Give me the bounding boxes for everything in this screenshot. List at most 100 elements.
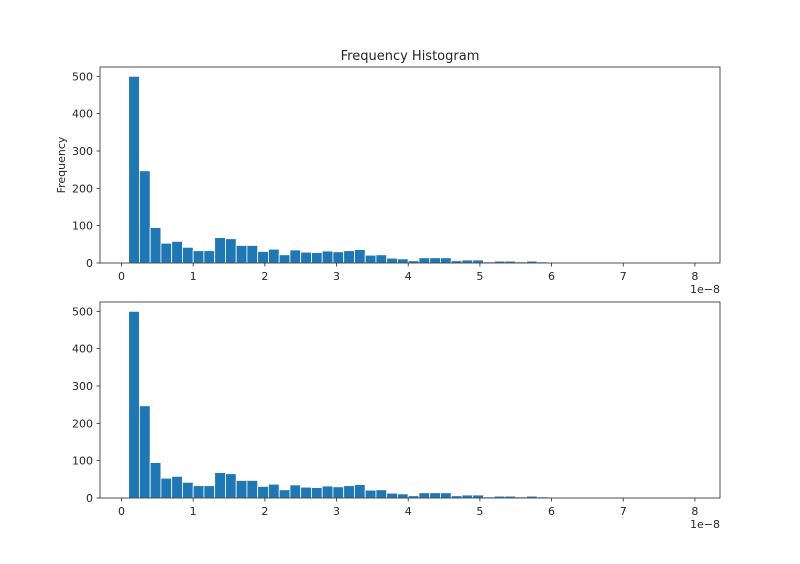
histogram-bar <box>387 493 398 498</box>
histogram-bar <box>430 493 441 498</box>
x-tick-label: 4 <box>405 270 412 283</box>
y-tick-label: 200 <box>72 417 93 430</box>
histogram-bar <box>430 258 441 263</box>
y-tick-label: 500 <box>72 70 93 83</box>
histogram-bar <box>225 474 236 498</box>
histogram-bar <box>462 260 473 263</box>
x-tick-label: 2 <box>261 270 268 283</box>
x-tick-label: 7 <box>620 270 627 283</box>
x-tick-label: 8 <box>691 270 698 283</box>
histogram-bar <box>182 482 193 498</box>
histogram-bar <box>215 473 226 498</box>
x-tick-label: 0 <box>118 505 125 518</box>
histogram-bar <box>290 485 301 498</box>
y-tick-label: 0 <box>86 257 93 270</box>
histogram-bar <box>204 486 215 498</box>
histogram-bar <box>301 252 312 263</box>
y-tick-label: 300 <box>72 380 93 393</box>
histogram-bar <box>322 251 333 263</box>
y-tick-label: 200 <box>72 182 93 195</box>
histogram-bar <box>419 258 430 263</box>
histogram-bar <box>129 76 140 263</box>
histogram-bar <box>172 241 183 263</box>
x-tick-label: 3 <box>333 505 340 518</box>
histogram-bar <box>279 255 290 263</box>
histogram-bar <box>279 490 290 498</box>
histogram-bar <box>193 251 204 263</box>
x-tick-label: 2 <box>261 505 268 518</box>
x-tick-label: 3 <box>333 270 340 283</box>
histogram-bar <box>419 493 430 498</box>
y-tick-label: 300 <box>72 145 93 158</box>
y-tick-label: 100 <box>72 220 93 233</box>
y-axis-label: Frequency <box>55 136 68 193</box>
x-offset-label: 1e−8 <box>690 283 720 296</box>
x-tick-label: 8 <box>691 505 698 518</box>
y-tick-label: 400 <box>72 108 93 121</box>
histogram-bar <box>344 251 355 263</box>
histogram-bar <box>150 463 161 498</box>
histogram-bar <box>150 228 161 263</box>
x-offset-label: 1e−8 <box>690 518 720 531</box>
histogram-bar <box>290 250 301 263</box>
histogram-bar <box>193 486 204 498</box>
histogram-bar <box>161 478 172 498</box>
histogram-bar <box>440 258 451 263</box>
histogram-bar <box>322 486 333 498</box>
histogram-bar <box>344 486 355 498</box>
y-tick-label: 500 <box>72 305 93 318</box>
histogram-bar <box>215 238 226 263</box>
histogram-bar <box>225 239 236 263</box>
histogram-bar <box>236 480 247 498</box>
histogram-bar <box>139 406 150 498</box>
histogram-bar <box>333 252 344 263</box>
histogram-bar <box>365 490 376 498</box>
histogram-bar <box>204 251 215 263</box>
x-tick-label: 1 <box>190 505 197 518</box>
y-tick-label: 0 <box>86 492 93 505</box>
histogram-bar <box>333 487 344 498</box>
histogram-bar <box>462 495 473 498</box>
histogram-bar <box>301 487 312 498</box>
x-tick-label: 1 <box>190 270 197 283</box>
histogram-bar <box>161 243 172 263</box>
chart-title: Frequency Histogram <box>341 49 480 64</box>
axes-frame <box>100 67 720 263</box>
histogram-bar <box>440 493 451 498</box>
histogram-bar <box>129 311 140 498</box>
histogram-bar <box>473 260 484 263</box>
histogram-bar <box>258 251 269 263</box>
histogram-bar <box>258 486 269 498</box>
x-tick-label: 7 <box>620 505 627 518</box>
histogram-bar <box>387 258 398 263</box>
histogram-bar <box>182 247 193 263</box>
histogram-bar <box>397 259 408 263</box>
histogram-bar <box>311 488 322 498</box>
top-histogram-panel: 0 1 2 3 4 5 6 7 8 0 100 200 300 400 500 1e−8 Frequency H… <box>55 49 720 296</box>
x-tick-label: 5 <box>476 270 483 283</box>
histogram-bar <box>268 484 279 498</box>
x-tick-label: 0 <box>118 270 125 283</box>
histogram-bar <box>172 476 183 498</box>
histogram-bar <box>247 480 258 498</box>
histogram-bar <box>247 245 258 263</box>
histogram-bar <box>268 249 279 263</box>
histogram-bar <box>397 494 408 498</box>
x-tick-label: 6 <box>548 505 555 518</box>
histogram-bar <box>354 250 365 263</box>
histogram-bar <box>139 171 150 263</box>
histogram-bar <box>236 245 247 263</box>
x-tick-label: 6 <box>548 270 555 283</box>
histogram-bar <box>376 255 387 263</box>
histogram-bar <box>473 495 484 498</box>
y-tick-label: 100 <box>72 455 93 468</box>
histogram-bar <box>365 255 376 263</box>
histogram-bar <box>311 253 322 263</box>
x-tick-label: 5 <box>476 505 483 518</box>
histogram-bar <box>376 490 387 498</box>
x-tick-label: 4 <box>405 505 412 518</box>
histogram-bar <box>354 485 365 498</box>
axes-frame <box>100 302 720 498</box>
